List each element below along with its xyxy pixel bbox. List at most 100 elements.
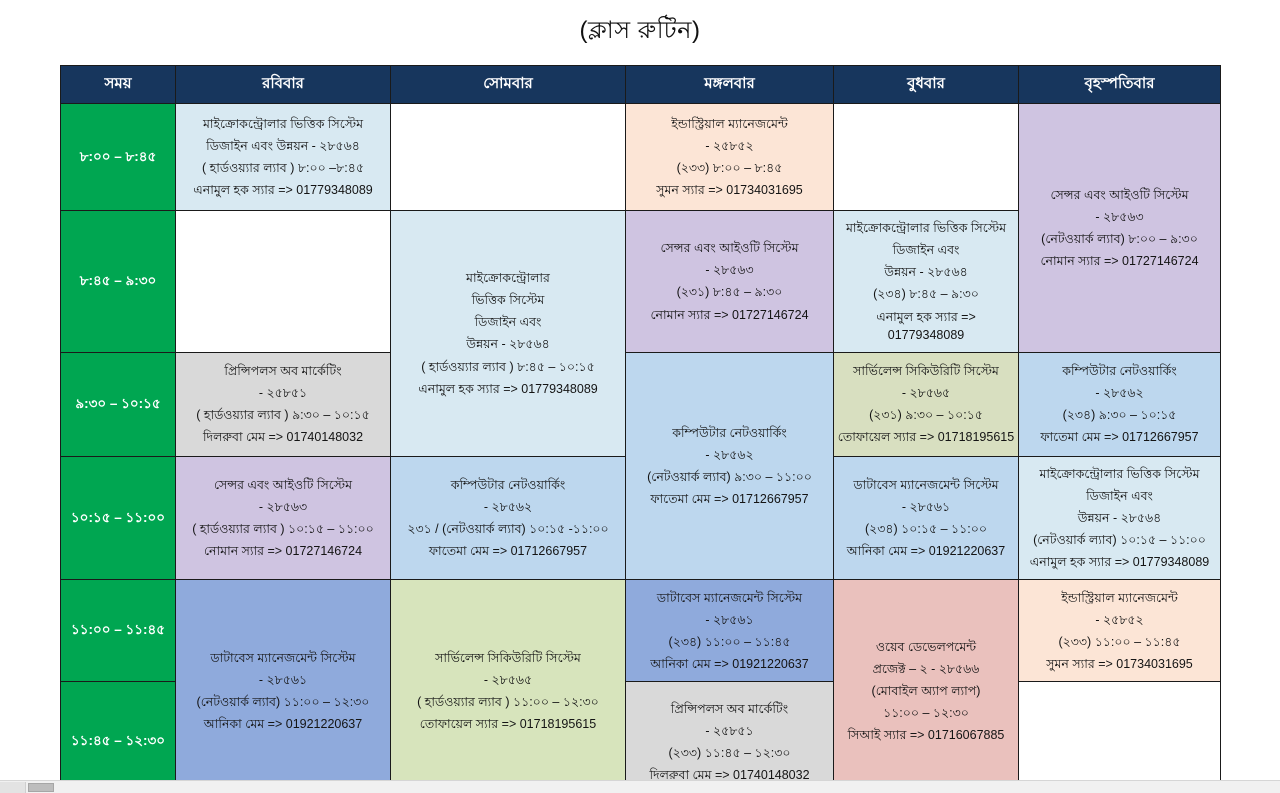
class-cell-line: ১১:০০ – ১২:৩০ (883, 705, 969, 720)
class-cell-line: - ২৮৫৬৫ (483, 672, 533, 687)
empty-cell-thu-1145 (1018, 681, 1221, 793)
table-row: ১১:০০ – ১১:৪৫ ডাটাবেস ম্যানেজমেন্ট সিস্ট… (60, 579, 1221, 793)
class-cell-mon-1100: সার্ভিলেন্স সিকিউরিটি সিস্টেম - ২৮৫৬৫ ( হা… (390, 579, 626, 793)
page-title: (ক্লাস রুটিন) (579, 17, 701, 44)
class-cell-line: - ২৮৫৬১ (705, 612, 754, 627)
class-cell-line: ২৩১ / (নেটওয়ার্ক ল্যাব) ১০:১৫ -১১:০০ (407, 522, 609, 537)
class-cell-line: প্রজেক্ট – ২ - ২৮৫৬৬ (872, 661, 980, 676)
col-header-time: সময় (60, 65, 176, 104)
class-cell-line: - ২৮৫৬২ (1095, 386, 1144, 401)
class-cell-sun-1100: ডাটাবেস ম্যানেজমেন্ট সিস্টেম - ২৮৫৬১ (নেটও… (175, 579, 391, 793)
class-cell-line: তোফায়েল স্যার => 01718195615 (419, 717, 597, 731)
col-header-tuesday: মঙ্গলবার (625, 65, 834, 104)
class-cell-line: - ২৮৫৬২ (705, 447, 754, 462)
table-row: ৮:০০ – ৮:৪৫ মাইক্রোকন্ট্রোলার ভিত্তিক সি… (60, 103, 1221, 353)
class-cell-line: কম্পিউটার নেটওয়ার্কিং (1062, 364, 1177, 378)
class-cell-wed-0845: মাইক্রোকন্ট্রোলার ভিত্তিক সিস্টেম ডিজাইন … (833, 210, 1019, 353)
class-cell-sun-1015: সেন্সর এবং আইওটি সিস্টেম - ২৮৫৬৩ ( হার্ডওয… (175, 455, 391, 581)
table-row: ৯:৩০ – ১০:১৫ প্রিন্সিপলস অব মার্কেটিং - ২… (60, 351, 1221, 581)
class-cell-line: (২৩১) ৮:৪৫ – ৯:৩০ (676, 285, 783, 300)
class-cell-line: প্রিন্সিপলস অব মার্কেটিং (670, 701, 789, 716)
class-cell-line: ডাটাবেস ম্যানেজমেন্ট সিস্টেম (853, 477, 999, 492)
class-cell-line: এনামুল হক স্যার => 01779348089 (876, 309, 976, 342)
class-cell-line: ফাতেমা মেম => 01712667957 (650, 492, 809, 507)
class-cell-line: ভিত্তিক সিস্টেম (471, 293, 545, 308)
class-cell-thu-0930: কম্পিউটার নেটওয়ার্কিং - ২৮৫৬২ (২৩৪) ৯:৩০ … (1018, 351, 1221, 457)
col-header-monday: সোমবার (390, 65, 626, 104)
class-cell-line: (নেটওয়ার্ক ল্যাব) ১০:১৫ – ১১:০০ (1033, 533, 1206, 548)
time-slot-6: ১১:৪৫ – ১২:৩০ (60, 681, 176, 793)
class-cell-line: - ২৫৮৫১ (705, 723, 754, 738)
class-cell-tue-0930: কম্পিউটার নেটওয়ার্কিং - ২৮৫৬২ (নেটওয়ার্ক… (625, 351, 834, 581)
class-cell-line: আনিকা মেম => 01921220637 (846, 544, 1006, 559)
col-header-thursday: বৃহস্পতিবার (1018, 65, 1221, 104)
class-cell-line: এনামুল হক স্যার => 01779348089 (193, 183, 373, 198)
empty-cell-sun-0845 (175, 210, 391, 353)
class-cell-line: সিআই স্যার => 01716067885 (847, 728, 1005, 743)
class-cell-line: এনামুল হক স্যার => 01779348089 (1029, 555, 1210, 570)
class-cell-line: ( হার্ডওয়্যার ল্যাব ) ১০:১৫ – ১১:০০ (192, 522, 374, 537)
class-cell-line: সেন্সর এবং আইওটি সিস্টেম (1050, 187, 1189, 202)
class-cell-line: (২৩৪) ৮:৪৫ – ৯:৩০ (873, 287, 979, 302)
class-cell-line: - ২৮৫৬৩ (1095, 209, 1144, 224)
class-cell-wed-1100: ওয়েব ডেভেলপমেন্ট প্রজেক্ট – ২ - ২৮৫৬৬ (মো… (833, 579, 1019, 793)
class-cell-wed-0930: সার্ভিলেন্স সিকিউরিটি সিস্টেম - ২৮৫৬৫ (২৩১… (833, 351, 1019, 457)
class-cell-line: (২৩৪) ১১:০০ – ১১:৪৫ (668, 634, 791, 649)
class-cell-line: মাইক্রোকন্ট্রোলার ভিত্তিক সিস্টেম (1039, 466, 1200, 481)
class-cell-wed-1015: ডাটাবেস ম্যানেজমেন্ট সিস্টেম - ২৮৫৬১ (২৩৪)… (833, 455, 1019, 581)
class-cell-line: ওয়েব ডেভেলপমেন্ট (875, 639, 977, 654)
class-cell-line: সার্ভিলেন্স সিকিউরিটি সিস্টেম (853, 364, 999, 378)
class-cell-line: - ২৮৫৬১ (258, 672, 308, 687)
scrollbar-corner (0, 782, 26, 793)
class-cell-line: সুমন স্যার => 01734031695 (1046, 657, 1193, 671)
class-cell-tue-1100: ডাটাবেস ম্যানেজমেন্ট সিস্টেম - ২৮৫৬১ (২৩৪)… (625, 579, 834, 683)
class-cell-line: (২৩৩) ১১:০০ – ১১:৪৫ (1058, 634, 1181, 649)
class-cell-line: ( হার্ডওয়্যার ল্যাব ) ১১:০০ – ১২:৩০ (417, 694, 599, 709)
horizontal-scrollbar[interactable] (0, 780, 1280, 793)
class-cell-line: উন্নয়ন - ২৮৫৬৪ (1077, 511, 1162, 525)
class-cell-line: মাইক্রোকন্ট্রোলার (466, 271, 550, 285)
class-cell-tue-0800: ইন্ডাস্ট্রিয়াল ম্যানেজমেন্ট - ২৫৮৫২ (২৩৩)… (625, 103, 834, 211)
empty-cell-mon-0800 (390, 103, 626, 211)
class-cell-line: (২৩৩) ১১:৪৫ – ১২:৩০ (668, 745, 791, 760)
time-slot-4: ১০:১৫ – ১১:০০ (60, 455, 176, 581)
class-cell-line: দিলরুবা মেম => 01740148032 (202, 430, 364, 445)
class-cell-line: নোমান স্যার => 01727146724 (203, 544, 363, 559)
class-cell-thu-0800: সেন্সর এবং আইওটি সিস্টেম - ২৮৫৬৩ (নেটওয়ার… (1018, 103, 1221, 353)
class-cell-sun-0800: মাইক্রোকন্ট্রোলার ভিত্তিক সিস্টেম ডিজাইন … (175, 103, 391, 211)
class-cell-line: (২৩১) ৯:৩০ – ১০:১৫ (869, 408, 983, 423)
time-slot-5: ১১:০০ – ১১:৪৫ (60, 579, 176, 683)
class-cell-tue-0845: সেন্সর এবং আইওটি সিস্টেম - ২৮৫৬৩ (২৩১) ৮:৪… (625, 210, 834, 353)
class-cell-line: - ২৫৮৫২ (705, 138, 754, 153)
class-cell-line: ডিজাইন এবং উন্নয়ন - ২৮৫৬৪ (206, 138, 360, 153)
time-slot-3: ৯:৩০ – ১০:১৫ (60, 351, 176, 457)
class-cell-line: ইন্ডাস্ট্রিয়াল ম্যানেজমেন্ট (1061, 590, 1178, 605)
empty-cell-wed-0800 (833, 103, 1019, 211)
class-cell-line: ডিজাইন এবং (474, 315, 542, 330)
class-cell-line: - ২৮৫৬৩ (258, 499, 308, 514)
class-cell-thu-1100: ইন্ডাস্ট্রিয়াল ম্যানেজমেন্ট - ২৫৮৫২ (২৩৩)… (1018, 579, 1221, 683)
class-cell-line: ( হার্ডওয়্যার ল্যাব ) ৮:৪৫ – ১০:১৫ (421, 359, 595, 374)
time-slot-2: ৮:৪৫ – ৯:৩০ (60, 210, 176, 353)
class-cell-line: ফাতেমা মেম => 01712667957 (428, 544, 588, 559)
class-cell-line: ফাতেমা মেম => 01712667957 (1040, 430, 1199, 445)
class-cell-line: এনামুল হক স্যার => 01779348089 (418, 381, 598, 396)
class-cell-line: মাইক্রোকন্ট্রোলার ভিত্তিক সিস্টেম (202, 116, 364, 131)
class-cell-line: কম্পিউটার নেটওয়ার্কিং (672, 425, 787, 440)
class-cell-line: সেন্সর এবং আইওটি সিস্টেম (660, 241, 799, 256)
class-cell-line: (২৩৪) ১০:১৫ – ১১:০০ (865, 522, 987, 537)
class-cell-mon-0845: মাইক্রোকন্ট্রোলার ভিত্তিক সিস্টেম ডিজাইন এ… (390, 210, 626, 457)
scrollbar-thumb[interactable] (28, 783, 54, 792)
class-cell-line: (নেটওয়ার্ক ল্যাব) ১১:০০ – ১২:৩০ (196, 694, 370, 709)
class-cell-line: (২৩৪) ৯:৩০ – ১০:১৫ (1062, 408, 1177, 423)
class-cell-thu-1015: মাইক্রোকন্ট্রোলার ভিত্তিক সিস্টেম ডিজাইন … (1018, 455, 1221, 581)
class-cell-line: তোফায়েল স্যার => 01718195615 (837, 430, 1015, 445)
class-cell-line: ডাটাবেস ম্যানেজমেন্ট সিস্টেম (210, 650, 356, 665)
class-cell-line: নোমান স্যার => 01727146724 (1040, 254, 1199, 268)
class-cell-line: - ২৮৫৬৩ (705, 263, 754, 278)
col-header-wednesday: বুধবার (833, 65, 1019, 104)
class-cell-line: প্রিন্সিপলস অব মার্কেটিং (224, 364, 342, 378)
header-row: সময় রবিবার সোমবার মঙ্গলবার বুধবার বৃহস্… (60, 65, 1221, 104)
class-cell-line: উন্নয়ন - ২৮৫৬৪ (466, 337, 550, 352)
table-row: ১০:১৫ – ১১:০০ সেন্সর এবং আইওটি সিস্টেম - … (60, 455, 1221, 581)
